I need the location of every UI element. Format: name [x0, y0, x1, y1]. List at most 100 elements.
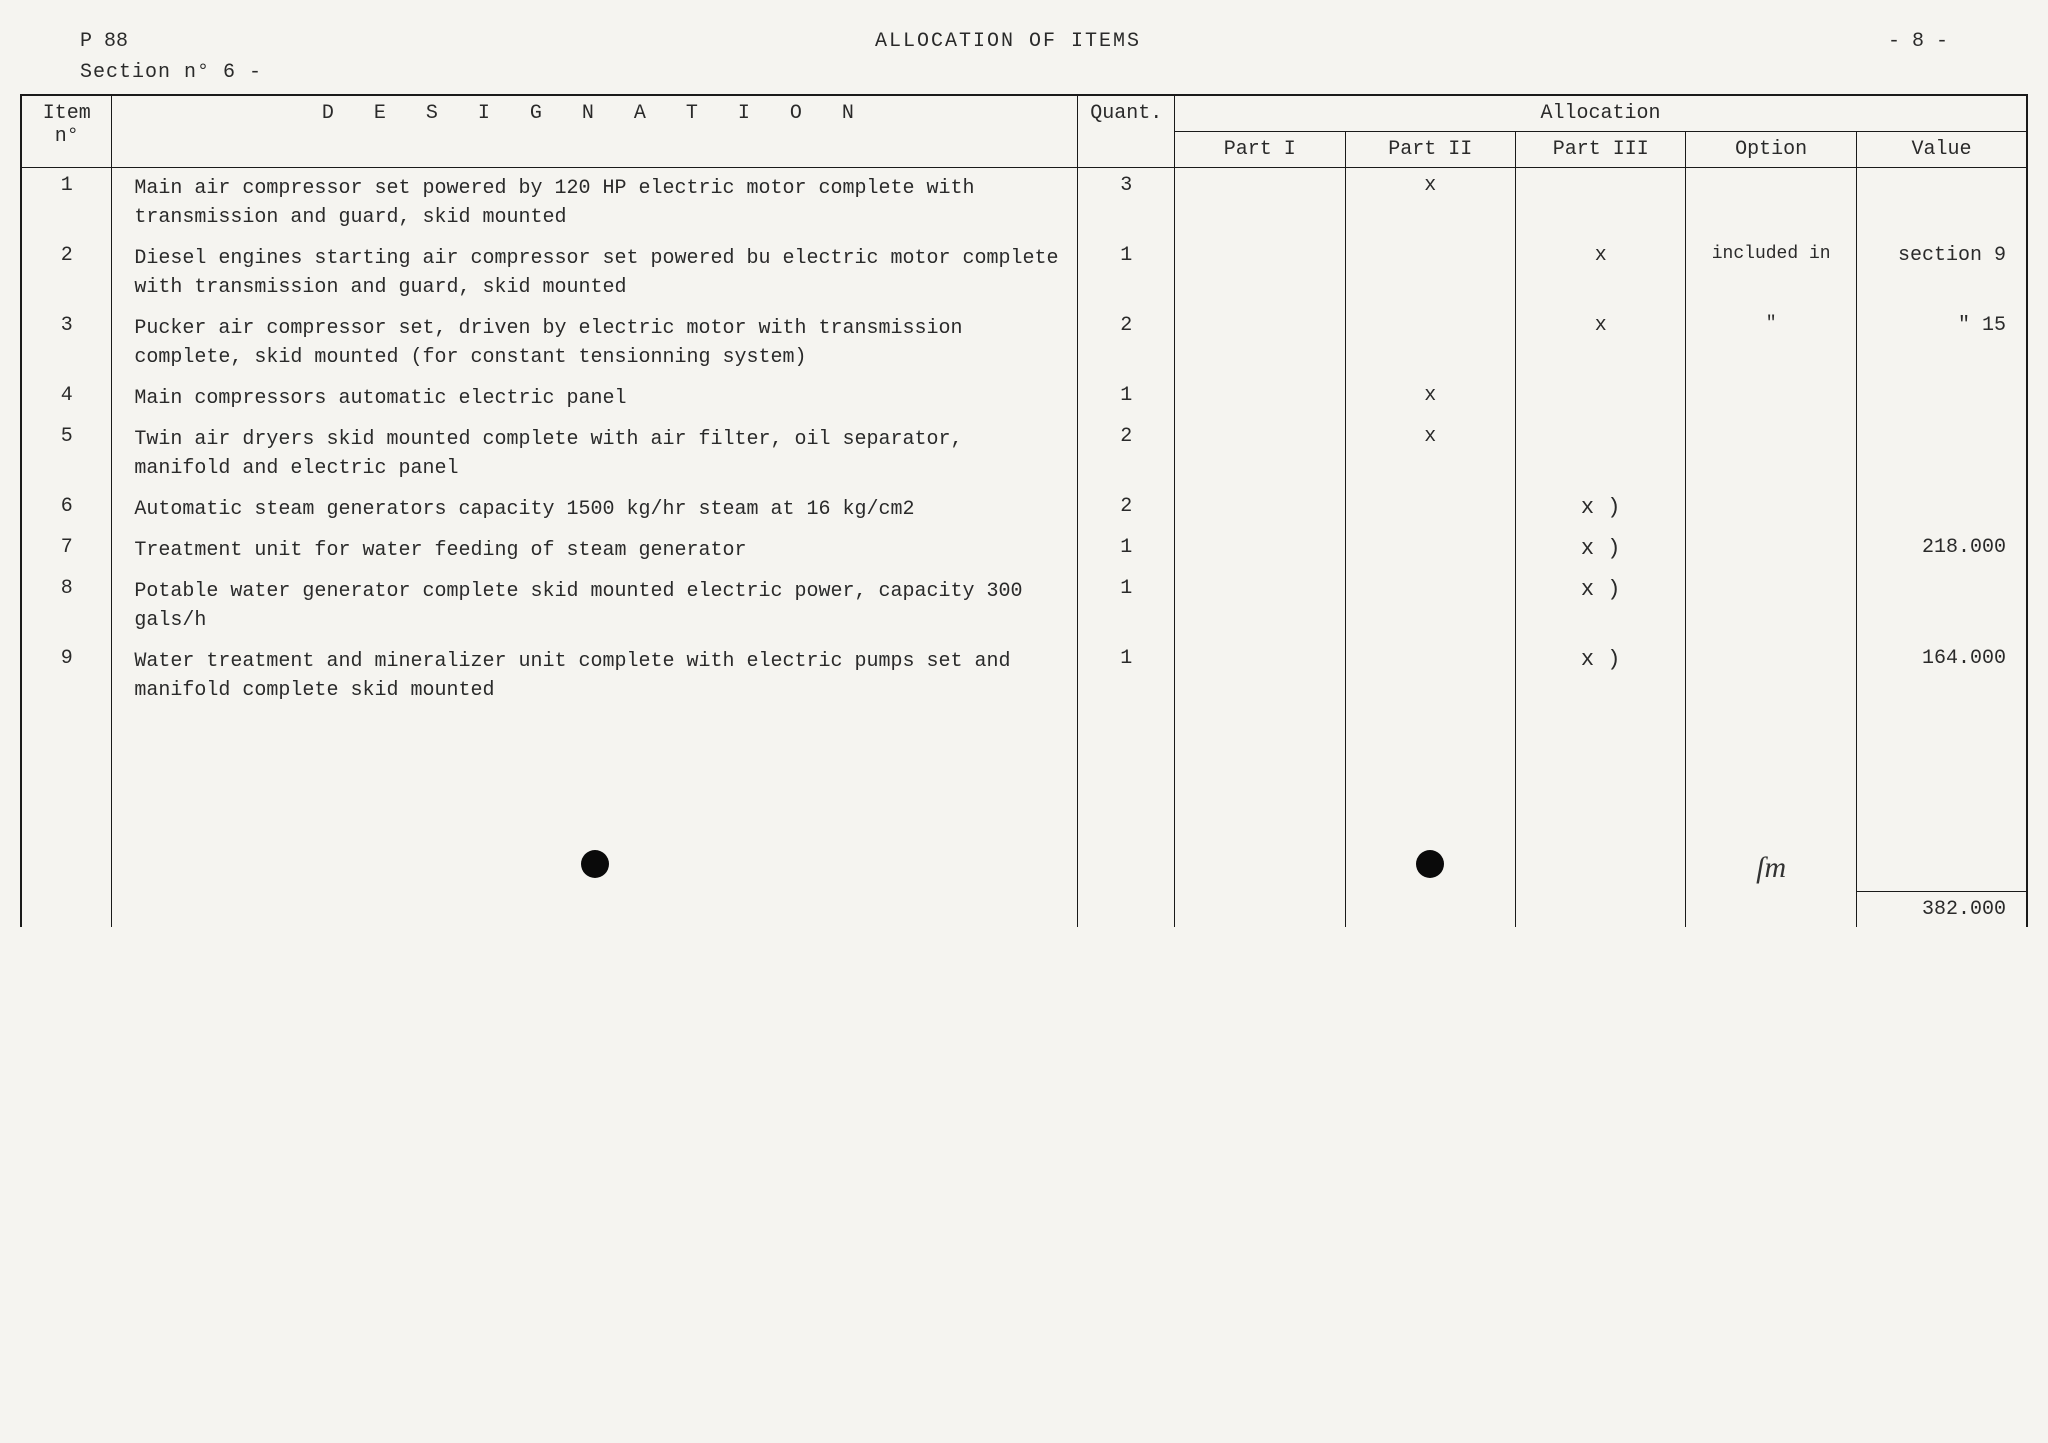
part3-mark [1515, 419, 1685, 489]
part1-mark [1175, 238, 1345, 308]
part3-mark: x ) [1515, 571, 1685, 641]
part2-mark [1345, 238, 1515, 308]
col-quant-header: Quant. [1078, 95, 1175, 168]
part3-mark: x [1515, 238, 1685, 308]
table-row: 1 Main air compressor set powered by 120… [21, 168, 2027, 239]
quantity: 2 [1078, 419, 1175, 489]
designation-text: Potable water generator complete skid mo… [122, 577, 1067, 635]
part2-mark [1345, 571, 1515, 641]
table-row: 8 Potable water generator complete skid … [21, 571, 2027, 641]
option-text [1686, 641, 1856, 711]
allocation-table: Item n° D E S I G N A T I O N Quant. All… [20, 94, 2028, 927]
item-number: 1 [21, 168, 112, 239]
item-header-text: Item n° [43, 102, 91, 148]
part2-mark: x [1345, 378, 1515, 419]
item-number: 7 [21, 530, 112, 571]
col-value-header: Value [1856, 132, 2027, 168]
option-text [1686, 571, 1856, 641]
part3-mark: x [1515, 308, 1685, 378]
option-text [1686, 419, 1856, 489]
page-code: P 88 [80, 30, 128, 53]
part3-mark: x ) [1515, 641, 1685, 711]
punch-hole-icon [1416, 850, 1444, 878]
part3-mark: x ) [1515, 489, 1685, 530]
quantity: 2 [1078, 308, 1175, 378]
item-number: 4 [21, 378, 112, 419]
table-row: 4 Main compressors automatic electric pa… [21, 378, 2027, 419]
part1-mark [1175, 641, 1345, 711]
quantity: 1 [1078, 238, 1175, 308]
quantity: 1 [1078, 378, 1175, 419]
value-text [1856, 378, 2027, 419]
designation-text: Treatment unit for water feeding of stea… [122, 536, 1067, 565]
designation-text: Automatic steam generators capacity 1500… [122, 495, 1067, 524]
page-number: - 8 - [1888, 30, 1988, 53]
table-row: 7 Treatment unit for water feeding of st… [21, 530, 2027, 571]
table-header: Item n° D E S I G N A T I O N Quant. All… [21, 95, 2027, 168]
value-text: 218.000 [1856, 530, 2027, 571]
filler-row: ſm [21, 711, 2027, 891]
part3-mark [1515, 378, 1685, 419]
option-text: " [1686, 308, 1856, 378]
signature-icon: ſm [1756, 851, 1786, 884]
page-header: P 88 ALLOCATION OF ITEMS - 8 - [20, 30, 2028, 53]
quantity: 2 [1078, 489, 1175, 530]
part2-mark [1345, 308, 1515, 378]
option-text [1686, 378, 1856, 419]
table-row: 3 Pucker air compressor set, driven by e… [21, 308, 2027, 378]
option-text [1686, 489, 1856, 530]
quantity: 1 [1078, 641, 1175, 711]
part1-mark [1175, 489, 1345, 530]
part2-mark [1345, 530, 1515, 571]
value-text: 164.000 [1856, 641, 2027, 711]
item-number: 3 [21, 308, 112, 378]
part1-mark [1175, 530, 1345, 571]
table-body: 1 Main air compressor set powered by 120… [21, 168, 2027, 927]
col-option-header: Option [1686, 132, 1856, 168]
quantity: 1 [1078, 530, 1175, 571]
part3-mark [1515, 168, 1685, 239]
part1-mark [1175, 168, 1345, 239]
value-text [1856, 168, 2027, 239]
designation-text: Water treatment and mineralizer unit com… [122, 647, 1067, 705]
col-part1-header: Part I [1175, 132, 1345, 168]
col-part2-header: Part II [1345, 132, 1515, 168]
designation-text: Main air compressor set powered by 120 H… [122, 174, 1067, 232]
part1-mark [1175, 308, 1345, 378]
col-designation-header: D E S I G N A T I O N [112, 95, 1078, 168]
part1-mark [1175, 571, 1345, 641]
option-text [1686, 530, 1856, 571]
table-row: 2 Diesel engines starting air compressor… [21, 238, 2027, 308]
designation-text: Diesel engines starting air compressor s… [122, 244, 1067, 302]
quantity: 1 [1078, 571, 1175, 641]
header-left: P 88 [80, 30, 128, 53]
col-item-header: Item n° [21, 95, 112, 168]
value-text: " 15 [1856, 308, 2027, 378]
table-row: 5 Twin air dryers skid mounted complete … [21, 419, 2027, 489]
table-row: 6 Automatic steam generators capacity 15… [21, 489, 2027, 530]
part3-mark: x ) [1515, 530, 1685, 571]
section-label: Section n° 6 - [20, 61, 2028, 84]
col-part3-header: Part III [1515, 132, 1685, 168]
col-allocation-header: Allocation [1175, 95, 2027, 132]
value-text [1856, 489, 2027, 530]
option-text: included in [1686, 238, 1856, 308]
item-number: 8 [21, 571, 112, 641]
part2-mark: x [1345, 168, 1515, 239]
part1-mark [1175, 419, 1345, 489]
total-value: 382.000 [1856, 891, 2027, 927]
designation-text: Pucker air compressor set, driven by ele… [122, 314, 1067, 372]
punch-hole-icon [581, 850, 609, 878]
item-number: 2 [21, 238, 112, 308]
part2-mark: x [1345, 419, 1515, 489]
quantity: 3 [1078, 168, 1175, 239]
total-row: 382.000 [21, 891, 2027, 927]
header-title: ALLOCATION OF ITEMS [875, 30, 1141, 53]
item-number: 9 [21, 641, 112, 711]
value-text [1856, 571, 2027, 641]
option-text [1686, 168, 1856, 239]
value-text [1856, 419, 2027, 489]
designation-text: Main compressors automatic electric pane… [122, 384, 1067, 413]
part1-mark [1175, 378, 1345, 419]
item-number: 5 [21, 419, 112, 489]
